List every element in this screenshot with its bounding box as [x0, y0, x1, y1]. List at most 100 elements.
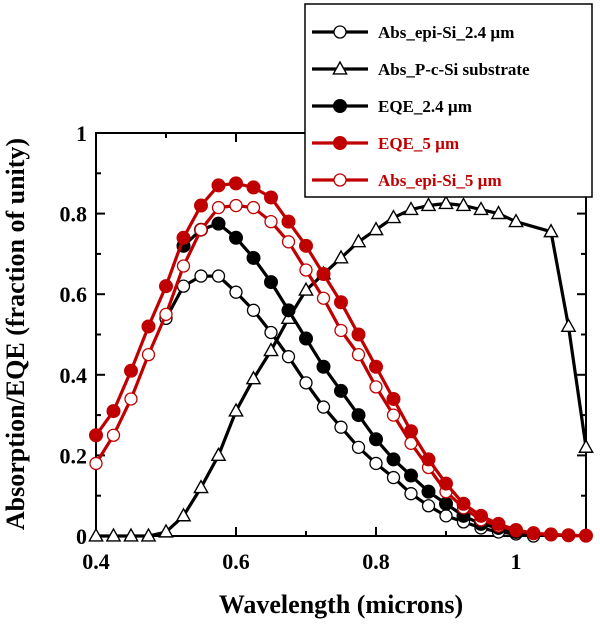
data-point [543, 223, 559, 238]
data-point [404, 487, 418, 501]
legend-item: EQE_5 µm [312, 134, 459, 153]
data-point [560, 318, 577, 333]
legend-label: EQE_5 µm [378, 134, 459, 153]
legend: Abs_epi-Si_2.4 µm Abs_P-c-Si substrate EQE… [304, 3, 593, 198]
data-point [281, 350, 296, 364]
series-line [94, 181, 587, 538]
y-axis-title: Absorption/EQE (fraction of unity) [1, 138, 30, 530]
x-tick-label: 0.4 [82, 549, 110, 574]
data-point [509, 522, 523, 537]
data-point [211, 269, 226, 283]
data-point [561, 528, 576, 543]
data-point [210, 446, 227, 461]
y-tick-label: 0.2 [60, 443, 88, 468]
data-point [88, 527, 104, 542]
series-line [182, 222, 517, 534]
y-tick-label: 0 [76, 524, 87, 549]
data-point [123, 527, 139, 542]
data-point [246, 180, 261, 195]
series-abs-epi-si-2-4-m [159, 269, 541, 543]
data-point [386, 408, 401, 422]
data-point [438, 195, 454, 210]
data-point [334, 383, 348, 398]
series-line [164, 274, 534, 538]
data-point [332, 60, 348, 75]
data-point [386, 470, 401, 485]
legend-label: Abs_epi-Si_5 µm [378, 171, 502, 190]
data-point [264, 190, 278, 205]
data-point [299, 238, 313, 253]
data-point [369, 432, 383, 447]
x-axis-title: Wavelength (microns) [219, 590, 463, 619]
data-point [245, 370, 262, 385]
data-point [229, 285, 243, 299]
y-tick-label: 0.4 [60, 363, 88, 388]
data-point [158, 523, 174, 538]
data-point [333, 99, 347, 113]
data-point [351, 408, 366, 423]
data-point [333, 249, 349, 264]
data-point [193, 479, 209, 494]
data-point [474, 508, 488, 523]
y-tick-label: 0.8 [60, 202, 88, 227]
data-point [316, 359, 331, 374]
data-point [316, 400, 331, 414]
legend-label: EQE_2.4 µm [378, 97, 472, 116]
legend-label: Abs_P-c-Si substrate [378, 60, 530, 79]
data-point [368, 221, 384, 236]
data-point [421, 499, 436, 513]
data-point [578, 438, 594, 453]
data-point [106, 428, 121, 442]
series-abs-p-c-si-substrate [88, 195, 594, 542]
series-eqe-2-4-m [176, 216, 523, 539]
data-point [579, 528, 593, 543]
data-point [316, 267, 331, 282]
legend-item: Abs_P-c-Si substrate [312, 60, 530, 79]
data-point [264, 275, 278, 290]
legend-label: Abs_epi-Si_2.4 µm [378, 23, 514, 42]
data-point [299, 263, 313, 277]
data-point [490, 205, 507, 220]
data-point [385, 209, 402, 224]
data-point [439, 509, 453, 523]
data-point [299, 376, 313, 390]
data-point [386, 452, 401, 467]
data-point [263, 342, 279, 357]
data-point [369, 380, 383, 394]
data-point [176, 259, 191, 273]
data-point [159, 307, 173, 322]
data-point [333, 173, 347, 187]
data-point [351, 327, 366, 342]
data-point [333, 136, 347, 150]
data-point [420, 197, 437, 212]
data-point [141, 319, 156, 334]
data-point [159, 279, 173, 294]
series-layer [88, 176, 594, 543]
data-point [194, 223, 208, 237]
data-point [246, 250, 261, 265]
data-point [421, 484, 436, 499]
data-point [124, 392, 138, 406]
data-point [491, 516, 506, 531]
data-point [175, 507, 192, 522]
data-point [369, 359, 383, 374]
series-line [96, 201, 588, 538]
data-point [439, 476, 453, 491]
data-point [473, 201, 489, 216]
legend-item: Abs_epi-Si_2.4 µm [312, 23, 514, 42]
data-point [334, 323, 348, 338]
data-point [211, 178, 226, 193]
data-point [526, 526, 541, 541]
data-point [211, 216, 226, 231]
data-point [544, 527, 558, 542]
data-point [229, 198, 243, 213]
legend-item: Abs_epi-Si_5 µm [312, 171, 502, 190]
data-point [246, 200, 261, 215]
x-tick-label: 1 [511, 549, 522, 574]
data-point [105, 527, 122, 542]
data-point [194, 198, 208, 213]
data-point [140, 527, 157, 542]
data-point [176, 230, 191, 245]
data-point [386, 391, 401, 406]
